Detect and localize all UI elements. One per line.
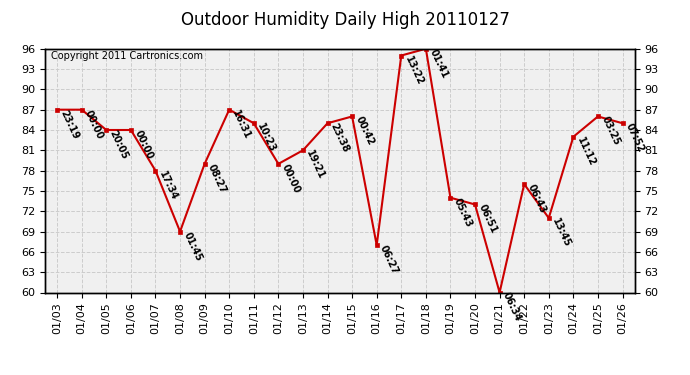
Text: Copyright 2011 Cartronics.com: Copyright 2011 Cartronics.com <box>51 51 203 61</box>
Text: 06:34: 06:34 <box>501 291 523 323</box>
Text: 11:12: 11:12 <box>575 135 597 168</box>
Text: 07:52: 07:52 <box>624 122 646 154</box>
Text: 01:41: 01:41 <box>427 47 449 80</box>
Text: 10:23: 10:23 <box>255 122 277 154</box>
Text: 13:45: 13:45 <box>550 217 572 249</box>
Text: 23:38: 23:38 <box>329 122 351 154</box>
Text: 00:42: 00:42 <box>353 115 375 147</box>
Text: 00:00: 00:00 <box>83 108 106 141</box>
Text: 01:45: 01:45 <box>181 230 204 262</box>
Text: 00:00: 00:00 <box>279 162 302 195</box>
Text: 08:27: 08:27 <box>206 162 228 195</box>
Text: 16:31: 16:31 <box>230 108 253 141</box>
Text: 13:22: 13:22 <box>403 54 425 87</box>
Text: 23:19: 23:19 <box>59 108 81 141</box>
Text: Outdoor Humidity Daily High 20110127: Outdoor Humidity Daily High 20110127 <box>181 11 509 29</box>
Text: 06:43: 06:43 <box>526 183 548 215</box>
Text: 00:00: 00:00 <box>132 129 155 161</box>
Text: 03:25: 03:25 <box>600 115 622 147</box>
Text: 17:34: 17:34 <box>157 169 179 201</box>
Text: 19:21: 19:21 <box>304 149 326 181</box>
Text: 05:43: 05:43 <box>452 196 474 229</box>
Text: 20:05: 20:05 <box>108 129 130 161</box>
Text: 06:51: 06:51 <box>476 203 499 236</box>
Text: 06:27: 06:27 <box>378 244 400 276</box>
